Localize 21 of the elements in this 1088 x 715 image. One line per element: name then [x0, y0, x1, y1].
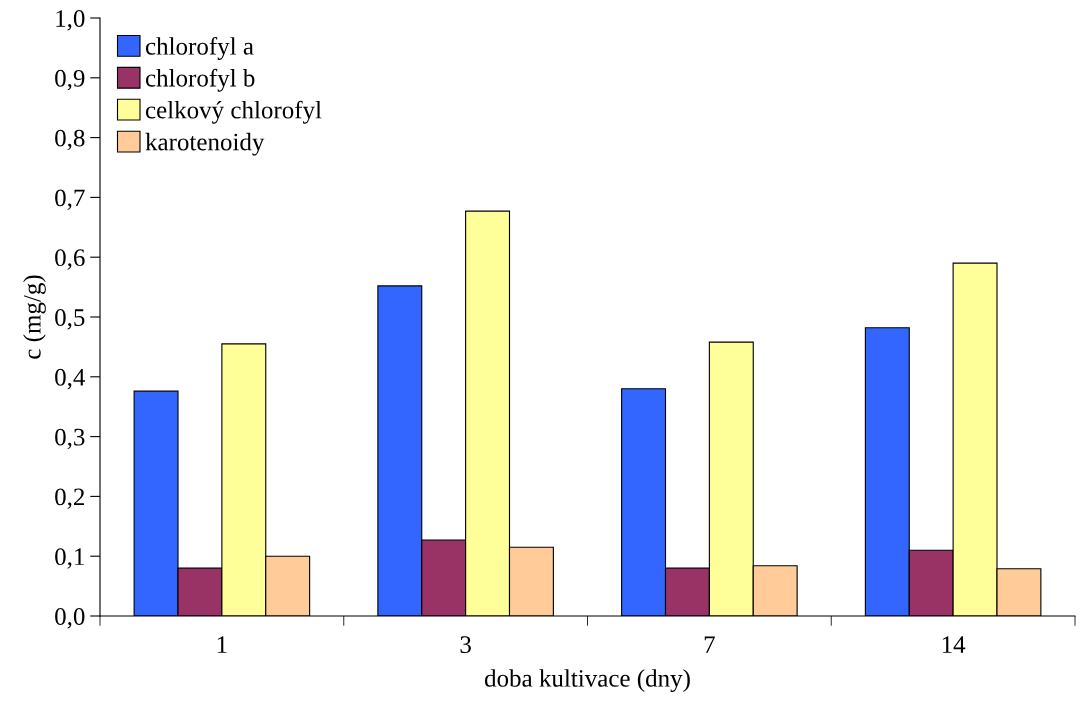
x-tick-label: 1 — [217, 636, 227, 653]
y-tick-label: 0,9 — [55, 69, 85, 91]
y-tick-label: 0,8 — [55, 129, 85, 151]
legend-label: chlorofyl b — [145, 68, 255, 92]
y-tick-label: 0,2 — [55, 488, 85, 509]
x-tick-label: 14 — [942, 636, 966, 653]
y-tick-label: 0,4 — [55, 368, 86, 390]
y-tick-label: 0,7 — [55, 189, 85, 210]
y-tick-label: 0,6 — [55, 249, 85, 270]
legend-label: chlorofyl a — [145, 36, 254, 60]
legend-label: karotenoidy — [145, 132, 265, 156]
x-axis-title: doba kultivace (dny) — [484, 669, 690, 692]
x-tick-label: 7 — [704, 636, 715, 653]
y-tick-label: 0,3 — [55, 428, 85, 450]
y-tick-label: 0,5 — [55, 309, 85, 330]
y-tick-label: 0,0 — [55, 608, 85, 629]
y-tick-label: 1,0 — [56, 10, 85, 31]
y-tick-label: 0,1 — [55, 548, 84, 569]
y-axis-title: c (mg/g) — [23, 275, 46, 359]
x-tick-label: 3 — [460, 636, 471, 654]
legend-label: celkový chlorofyl — [145, 100, 322, 124]
